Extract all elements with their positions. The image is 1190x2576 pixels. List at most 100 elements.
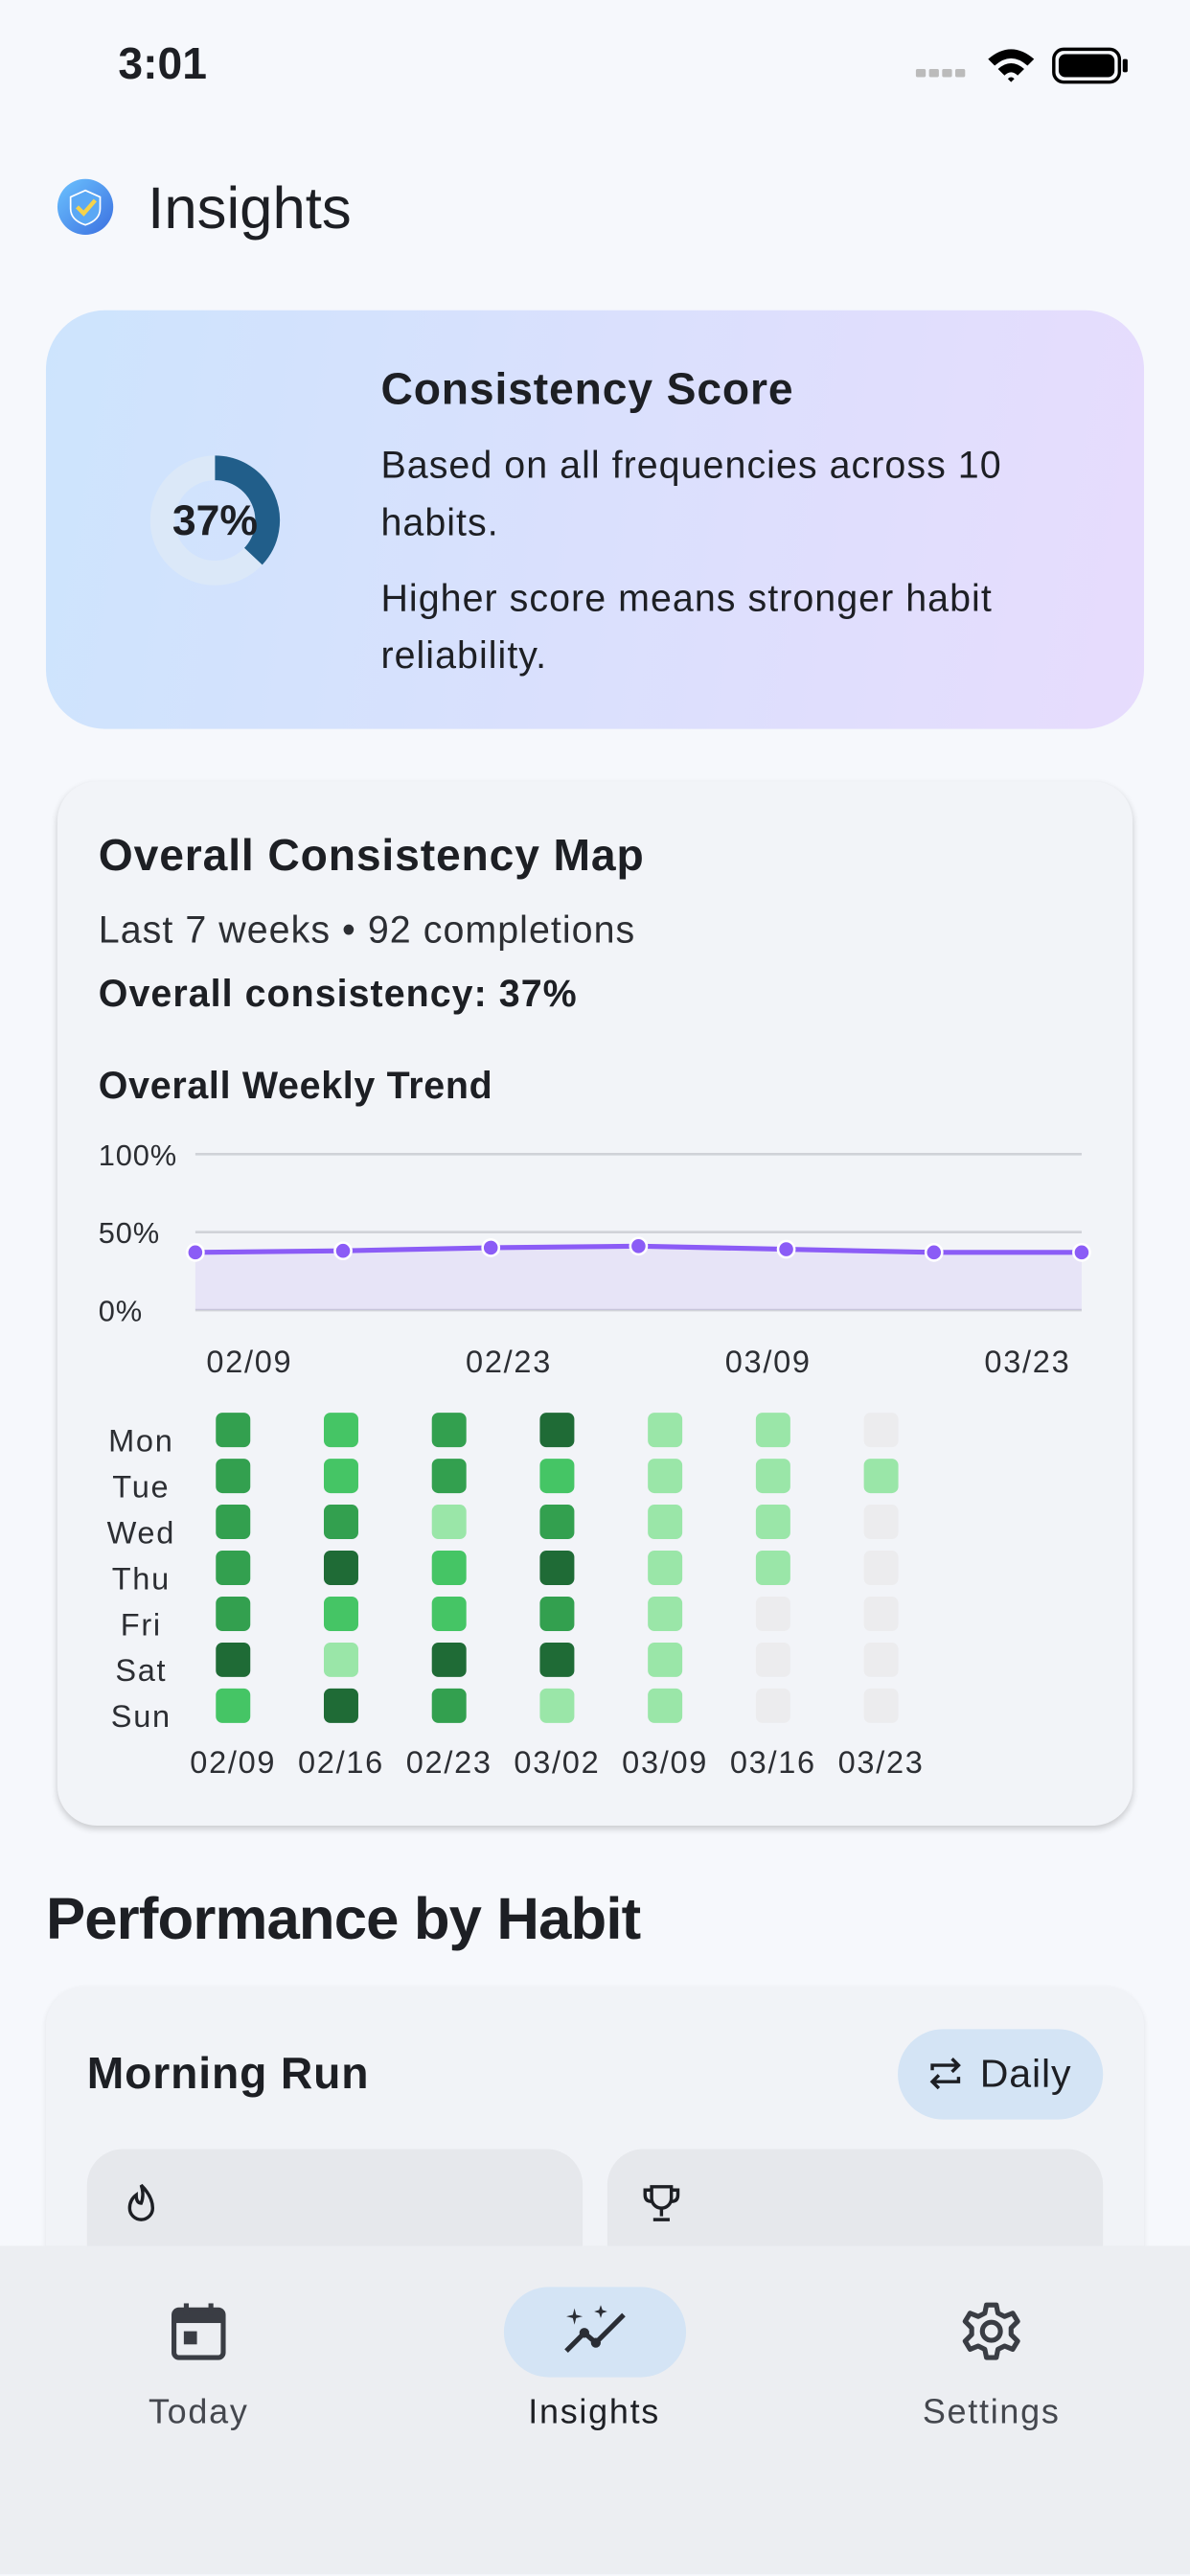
score-card bbox=[45, 310, 1145, 729]
heat-cell bbox=[863, 1596, 899, 1631]
nav-item[interactable]: Settings bbox=[922, 2393, 1061, 2432]
day-label: Sun bbox=[111, 1699, 172, 1734]
frequency-label: Daily bbox=[979, 2052, 1072, 2097]
heat-cell bbox=[648, 1505, 683, 1540]
trend-point bbox=[186, 1242, 205, 1262]
habit-name: Morning Run bbox=[86, 2048, 370, 2099]
repeat-icon bbox=[929, 2058, 961, 2090]
heat-cell bbox=[863, 1642, 899, 1677]
heat-cell bbox=[648, 1596, 683, 1631]
day-label: Thu bbox=[112, 1561, 171, 1596]
heat-cell bbox=[755, 1459, 790, 1494]
status-time: 3:01 bbox=[118, 39, 207, 89]
y-tick-label: 0% bbox=[99, 1295, 143, 1328]
x-tick-label: 02/09 bbox=[206, 1345, 292, 1379]
week-label: 02/16 bbox=[298, 1745, 384, 1780]
heat-cell bbox=[323, 1413, 358, 1448]
heat-cell bbox=[323, 1596, 358, 1631]
heat-cell bbox=[539, 1642, 575, 1677]
score-title: Consistency Score bbox=[380, 364, 794, 414]
heat-cell bbox=[216, 1413, 251, 1448]
heat-cell bbox=[431, 1642, 467, 1677]
heat-cell bbox=[431, 1596, 467, 1631]
heat-cell bbox=[539, 1505, 575, 1540]
map-summary: Last 7 weeks • 92 completions bbox=[98, 908, 636, 951]
settings-icon bbox=[962, 2302, 1020, 2360]
heat-cell bbox=[755, 1413, 790, 1448]
heat-cell bbox=[863, 1505, 899, 1540]
map-title: Overall Consistency Map bbox=[98, 830, 645, 881]
heat-cell bbox=[431, 1505, 467, 1540]
trend-point bbox=[481, 1238, 501, 1257]
map-overall: Overall consistency: 37% bbox=[98, 972, 578, 1015]
heat-cell bbox=[323, 1459, 358, 1494]
heat-cell bbox=[539, 1688, 575, 1723]
page-title: Insights bbox=[148, 173, 352, 242]
insights-icon bbox=[564, 2305, 626, 2353]
gauge-arc bbox=[214, 455, 281, 565]
day-label: Tue bbox=[112, 1469, 170, 1504]
week-label: 03/02 bbox=[514, 1745, 600, 1780]
section-title: Performance by Habit bbox=[45, 1884, 641, 1952]
status-icons bbox=[915, 47, 1128, 84]
heat-cell bbox=[863, 1688, 899, 1723]
day-label: Mon bbox=[108, 1423, 173, 1458]
frequency-badge[interactable]: Daily bbox=[898, 2029, 1104, 2120]
week-label: 03/09 bbox=[622, 1745, 708, 1780]
heat-cell bbox=[216, 1459, 251, 1494]
heat-cell bbox=[216, 1505, 251, 1540]
heat-cell bbox=[323, 1551, 358, 1585]
heat-cell bbox=[539, 1596, 575, 1631]
heat-cell bbox=[323, 1642, 358, 1677]
nav-active-pill bbox=[503, 2287, 687, 2378]
heat-cell bbox=[648, 1413, 683, 1448]
trend-point bbox=[776, 1239, 796, 1259]
score-line: Higher score means stronger habit reliab… bbox=[380, 576, 993, 677]
heat-cell bbox=[216, 1596, 251, 1631]
heat-cell bbox=[648, 1642, 683, 1677]
day-label: Wed bbox=[107, 1515, 175, 1550]
week-label: 03/23 bbox=[838, 1745, 925, 1780]
y-tick-label: 50% bbox=[99, 1216, 160, 1250]
heat-cell bbox=[431, 1459, 467, 1494]
nav-item[interactable]: Today bbox=[148, 2393, 249, 2432]
heat-cell bbox=[216, 1551, 251, 1585]
heat-cell bbox=[863, 1551, 899, 1585]
score-line: Based on all frequencies across 10 habit… bbox=[380, 443, 1002, 544]
trend-area bbox=[195, 1246, 1082, 1311]
day-label: Fri bbox=[121, 1607, 162, 1642]
charts-layer: 37% 0% 50% 100% 02/09 02/23 03/09 03/23 Mon Tue We… bbox=[99, 455, 1091, 1780]
flame-icon bbox=[127, 2183, 155, 2221]
week-label: 03/16 bbox=[730, 1745, 816, 1780]
trend-point bbox=[629, 1236, 649, 1256]
heat-cell bbox=[863, 1413, 899, 1448]
heat-cell bbox=[755, 1688, 790, 1723]
nav-item[interactable]: Insights bbox=[528, 2393, 660, 2432]
heat-cell bbox=[216, 1688, 251, 1723]
heat-cell bbox=[323, 1688, 358, 1723]
day-label: Sat bbox=[115, 1653, 167, 1688]
heat-cell bbox=[755, 1596, 790, 1631]
heat-cell bbox=[431, 1551, 467, 1585]
x-tick-label: 02/23 bbox=[466, 1345, 552, 1379]
heat-cell bbox=[755, 1505, 790, 1540]
heat-cell bbox=[431, 1413, 467, 1448]
heat-cell bbox=[755, 1551, 790, 1585]
week-label: 02/23 bbox=[406, 1745, 492, 1780]
heat-cell bbox=[323, 1505, 358, 1540]
trend-point bbox=[333, 1241, 353, 1261]
trend-title: Overall Weekly Trend bbox=[98, 1064, 493, 1107]
heat-cell bbox=[539, 1551, 575, 1585]
heat-cell bbox=[648, 1688, 683, 1723]
heat-cell bbox=[863, 1459, 899, 1494]
heat-cell bbox=[431, 1688, 467, 1723]
y-tick-label: 100% bbox=[99, 1138, 177, 1172]
week-label: 02/09 bbox=[190, 1745, 276, 1780]
heat-cell bbox=[648, 1551, 683, 1585]
trend-point bbox=[1072, 1242, 1091, 1262]
heat-cell bbox=[539, 1413, 575, 1448]
today-icon bbox=[172, 2303, 226, 2360]
